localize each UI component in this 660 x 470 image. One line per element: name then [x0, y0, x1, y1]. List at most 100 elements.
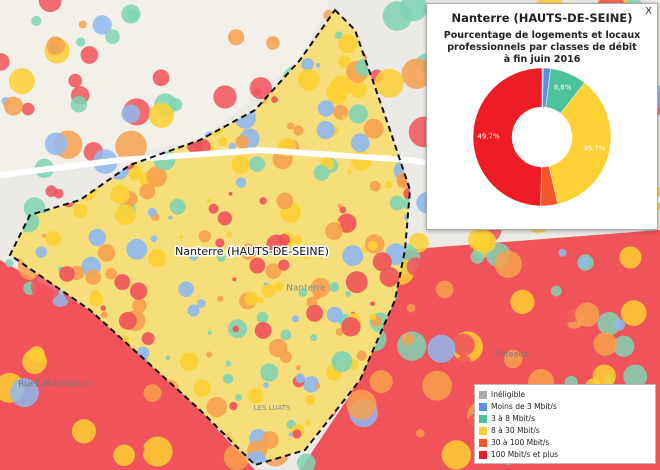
map-blob [9, 378, 39, 408]
map-blob [271, 96, 278, 103]
map-blob [261, 431, 279, 449]
map-blob [88, 228, 106, 247]
map-blob [208, 203, 219, 214]
map-label: LES LUATS [254, 404, 291, 412]
map-blob [287, 122, 295, 130]
map-blob [244, 291, 259, 306]
map-blob [341, 317, 361, 337]
map-blob [597, 311, 622, 336]
map-blob [297, 69, 320, 91]
map-blob [100, 311, 108, 319]
data-label: 49,7% [477, 132, 500, 140]
map-blob [402, 394, 433, 425]
map-blob [228, 29, 245, 46]
map-blob [368, 240, 378, 251]
legend: Inéligible Moins de 3 Mbit/s 3 à 8 Mbit/s 8… [474, 384, 656, 464]
legend-swatch [479, 438, 487, 447]
map-area [0, 260, 255, 470]
legend-item: 8 à 30 Mbit/s [479, 425, 655, 436]
map-blob [0, 53, 10, 71]
pie-slice [472, 68, 543, 207]
map-blob [337, 203, 342, 208]
legend-label: 3 à 8 Mbit/s [491, 414, 535, 423]
map-blob [84, 182, 98, 196]
map-blob [305, 419, 311, 426]
map-blob [0, 335, 9, 354]
map-blob [428, 424, 449, 445]
map-blob [71, 419, 97, 444]
map-blob [435, 280, 454, 299]
map-label: Rueil-Malmaison [18, 380, 92, 390]
map-blob [215, 238, 225, 248]
map-blob [292, 429, 302, 439]
legend-item: 30 à 100 Mbit/s [479, 437, 655, 448]
map-blob [276, 192, 294, 210]
map-blob [206, 198, 212, 204]
map-blob [593, 332, 618, 356]
map-blob [11, 298, 43, 330]
map-blob [179, 234, 184, 239]
map-blob [240, 243, 257, 260]
map-label: Puteaux [496, 350, 529, 359]
map-blob [45, 197, 52, 203]
map-blob [401, 58, 432, 89]
close-button[interactable]: X [645, 6, 652, 17]
map-blob [235, 177, 247, 188]
map-blob [265, 263, 282, 279]
map-blob [207, 330, 212, 335]
map-blob [333, 104, 349, 120]
map-blob [296, 453, 316, 470]
map-blob [3, 96, 23, 116]
map-blob [115, 130, 147, 163]
map-blob [369, 313, 377, 321]
map-blob [150, 235, 158, 243]
map-blob [152, 69, 170, 87]
map-blob [126, 238, 148, 260]
map-blob [217, 295, 224, 302]
map-blob [315, 383, 321, 389]
map-blob [28, 346, 45, 363]
map-blob [578, 256, 591, 269]
place-label: Nanterre (HAUTS-DE-SEINE) [175, 245, 329, 258]
chart: 8,6% 35,7% 49,7% [472, 68, 612, 207]
map-blob [155, 254, 166, 265]
map-blob [148, 102, 174, 128]
map-blob [20, 182, 26, 188]
map-blob [75, 37, 86, 47]
map-blob [316, 120, 335, 140]
map-blob [234, 394, 242, 401]
map-blob [619, 246, 642, 269]
legend-label: 30 à 100 Mbit/s [491, 438, 550, 447]
map-blob [187, 304, 200, 317]
map-blob [134, 444, 145, 455]
map-blob [147, 207, 157, 217]
map-blob [231, 155, 250, 175]
map-blob [310, 277, 331, 298]
map-blob [225, 360, 232, 367]
map-blob [363, 118, 384, 139]
data-label: 35,7% [583, 145, 606, 153]
map-blob [21, 102, 35, 116]
map-blob [132, 298, 147, 314]
map-blob [110, 184, 130, 205]
map-blob [292, 235, 302, 245]
legend-swatch [479, 390, 487, 399]
map-blob [114, 274, 131, 291]
map-blob [402, 198, 410, 210]
map-blob [295, 373, 306, 384]
map-blob [335, 79, 343, 88]
map-blob [97, 244, 116, 262]
map-blob [331, 351, 353, 373]
map-blob [198, 230, 211, 243]
map-blob [494, 250, 522, 278]
map-blob [0, 243, 2, 248]
legend-label: Moins de 3 Mbit/s [491, 402, 557, 411]
map-blob [356, 350, 367, 361]
map-blob [401, 141, 410, 158]
legend-swatch [479, 402, 487, 411]
map-blob [441, 440, 471, 470]
map-blob [389, 195, 405, 211]
popup: X Nanterre (HAUTS-DE-SEINE) Pourcentage … [426, 3, 658, 230]
map-blob [451, 415, 464, 429]
